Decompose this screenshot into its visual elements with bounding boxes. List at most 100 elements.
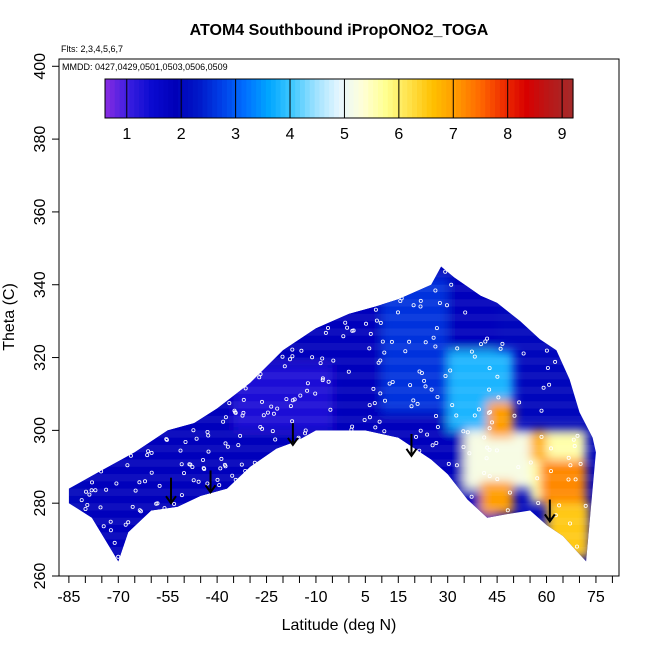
- field-band: [68, 342, 596, 351]
- observation-marker: [349, 427, 354, 432]
- observation-marker: [472, 354, 477, 359]
- observation-marker: [568, 463, 573, 468]
- field-band: [68, 386, 596, 394]
- observation-marker: [99, 469, 104, 474]
- observation-marker: [443, 373, 448, 378]
- colorbar-segment: [534, 79, 540, 118]
- colorbar-segment: [339, 79, 345, 118]
- colorbar-segment: [187, 79, 194, 118]
- observation-marker: [238, 433, 243, 438]
- observation-marker: [225, 444, 230, 449]
- observation-marker: [545, 365, 550, 370]
- observation-marker: [423, 340, 428, 345]
- colorbar-segment: [514, 79, 520, 118]
- observation-marker: [489, 420, 494, 425]
- observation-marker: [398, 298, 403, 303]
- colorbar-segment: [319, 79, 325, 118]
- x-axis-label: Latitude (deg N): [282, 617, 397, 634]
- observation-marker: [345, 325, 350, 330]
- colorbar-segment: [246, 79, 252, 118]
- observation-marker: [205, 429, 210, 434]
- colorbar-tick-label: 2: [177, 126, 186, 143]
- observation-marker: [305, 388, 310, 393]
- x-tick-label: -55: [156, 589, 179, 606]
- observation-marker: [108, 519, 113, 524]
- observation-marker: [429, 387, 434, 392]
- observation-marker: [425, 432, 430, 437]
- colorbar-tick-label: 5: [340, 126, 349, 143]
- observation-marker: [187, 462, 192, 467]
- observation-marker: [93, 488, 98, 493]
- flights-note: Flts: 2,3,4,5,6,7: [61, 44, 123, 54]
- colorbar-segment: [387, 79, 394, 118]
- observation-marker: [205, 481, 210, 486]
- observation-marker: [362, 417, 367, 422]
- field-band: [68, 357, 596, 365]
- field-band: [68, 415, 596, 424]
- observation-marker: [483, 339, 488, 344]
- colorbar-segment: [553, 79, 559, 118]
- observation-marker: [461, 444, 466, 449]
- observation-marker: [485, 336, 490, 341]
- observation-marker: [367, 346, 372, 351]
- chart-title: ATOM4 Southbound iPropONO2_TOGA: [190, 22, 489, 39]
- colorbar-segment: [441, 79, 447, 118]
- observation-marker: [469, 494, 474, 499]
- observation-marker: [104, 487, 109, 492]
- observation-marker: [284, 397, 289, 402]
- observation-marker: [437, 300, 442, 305]
- observation-marker: [575, 544, 580, 549]
- observation-marker: [433, 344, 438, 349]
- colorbar-segment: [519, 79, 525, 118]
- observation-marker: [137, 508, 142, 513]
- observation-marker: [418, 304, 423, 309]
- observation-marker: [223, 464, 228, 469]
- observation-marker: [455, 346, 460, 351]
- observation-marker: [418, 298, 423, 303]
- dates-note: MMDD: 0427,0429,0501,0503,0506,0509: [62, 62, 228, 72]
- observation-marker: [259, 399, 264, 404]
- observation-marker: [87, 492, 92, 497]
- colorbar-segment: [558, 79, 564, 118]
- y-tick-label: 280: [32, 490, 49, 517]
- colorbar-segment: [275, 79, 282, 118]
- colorbar-segment: [105, 79, 111, 118]
- observation-marker: [411, 303, 416, 308]
- observation-marker: [373, 425, 378, 430]
- field-region: [539, 459, 587, 504]
- observation-marker: [549, 446, 554, 451]
- colorbar-segment: [280, 79, 286, 118]
- y-tick-label: 400: [32, 53, 49, 80]
- observation-marker: [230, 473, 235, 478]
- colorbar-segment: [134, 79, 140, 118]
- observation-marker: [217, 483, 222, 488]
- colorbar-segment: [334, 79, 340, 118]
- observation-marker: [544, 348, 549, 353]
- y-tick-label: 380: [32, 126, 49, 153]
- observation-marker: [484, 456, 489, 461]
- observation-marker: [395, 310, 400, 315]
- observation-marker: [390, 379, 395, 384]
- observation-marker: [494, 448, 499, 453]
- observation-marker: [367, 403, 372, 408]
- colorbar-segment: [524, 79, 530, 118]
- observation-marker: [84, 489, 89, 494]
- colorbar-segment: [436, 79, 442, 118]
- observation-marker: [233, 477, 238, 482]
- colorbar-segment: [153, 79, 160, 118]
- colorbar-segment: [207, 79, 213, 118]
- colorbar-segment: [329, 79, 335, 118]
- observation-marker: [578, 461, 583, 466]
- observation-marker: [549, 469, 554, 474]
- colorbar-segment: [470, 79, 477, 118]
- colorbar-segment: [353, 79, 360, 118]
- observation-marker: [443, 269, 448, 274]
- observation-marker: [363, 321, 368, 326]
- x-tick-label: 60: [538, 589, 556, 606]
- observation-marker: [341, 334, 346, 339]
- colorbar-segment: [412, 79, 418, 118]
- observation-marker: [206, 433, 211, 438]
- observation-marker: [487, 366, 492, 371]
- observation-marker: [112, 540, 117, 545]
